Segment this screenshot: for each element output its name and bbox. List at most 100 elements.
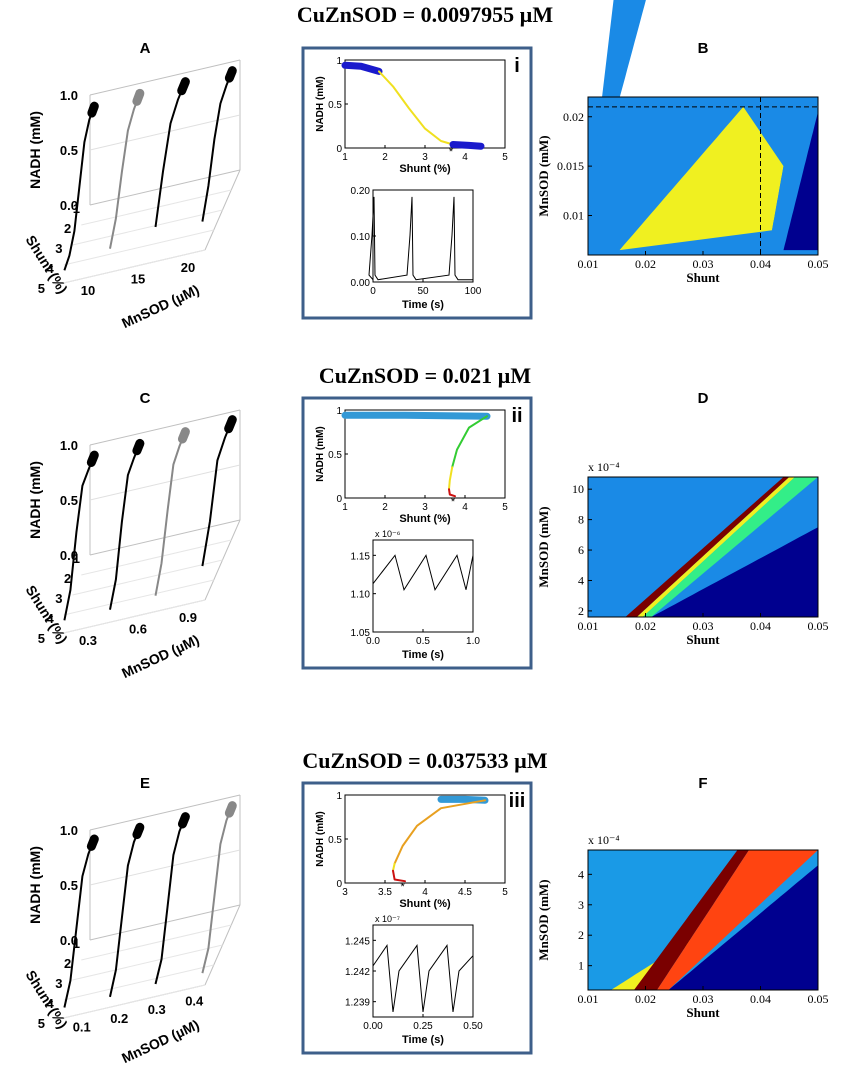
heatmap-region [588,850,738,990]
y-tick-label: 3 [578,898,584,912]
row-title: CuZnSOD = 0.037533 µM [302,748,547,773]
panel-letter: F [698,775,707,792]
y-tick-label: 4 [578,573,584,587]
y-tick-label: 0 [336,879,342,890]
x-axis-label: Time (s) [402,299,444,311]
y-tick-label: 10 [81,283,95,298]
grid-line [89,114,241,151]
grid-line [54,984,206,1021]
grid-line [54,249,206,286]
x-axis-label: Shunt (%) [399,898,451,910]
panel-letter: B [698,40,709,57]
grid-line [72,559,223,596]
x-tick-label: 3.5 [378,887,392,898]
x-tick-label: 0.01 [578,619,599,633]
nadh-curve [154,81,187,228]
bifurcation-axes [344,59,506,149]
z-tick-label: 0.5 [60,878,78,893]
x-tick-label: 0.03 [693,992,714,1006]
stable-branch [224,801,237,818]
row-title: CuZnSOD = 0.021 µM [319,363,531,388]
x-tick-label: 5 [38,1016,45,1031]
y-axis-label: MnSOD (mM) [536,506,551,587]
x-tick-label: 0.02 [635,619,656,633]
x-tick-label: 0.02 [635,992,656,1006]
bifurcation-branch [451,415,488,469]
heatmap-region [772,97,818,251]
y-tick-label: 0.02 [563,110,584,124]
timeseries-trace [372,943,474,1012]
x-tick-label: 0.05 [808,992,829,1006]
y-axis-label: NADH (mM) [315,426,326,482]
bifurcation-branch [341,411,491,420]
y-tick-label: 2 [578,604,584,618]
x-tick-label: 2 [64,571,71,586]
y-tick-label: 4 [578,867,584,881]
x-tick-label: 0.04 [750,992,771,1006]
x-tick-label: 0.01 [578,992,599,1006]
x-axis-label: Time (s) [402,649,444,661]
grid-line [63,579,214,616]
y-axis-label: MnSOD (µM) [119,281,201,331]
x-tick-label: 1 [342,152,348,163]
y-tick-label: 1.05 [351,628,371,639]
heatmap-region [668,865,818,990]
z-tick-label: 0.5 [60,143,78,158]
stable-branch [224,415,237,434]
heatmap-region [619,106,784,251]
stable-branch [177,427,190,444]
x-axis-label: Time (s) [402,1034,444,1046]
x-tick-label: 4 [422,887,428,898]
bifurcation-branch [448,466,454,491]
bifurcation-branch [341,61,383,75]
x-tick-label: 2 [382,152,388,163]
heatmap-region [636,477,795,617]
x-tick-label: 50 [417,286,429,297]
x-tick-label: 0.01 [578,257,599,271]
x-tick-label: 0.25 [413,1021,433,1032]
nadh-curve [109,443,141,610]
grid-edge [89,59,241,96]
x-tick-label: 3 [422,152,428,163]
x-tick-label: 5 [502,152,508,163]
z-tick-label: 1.0 [60,438,78,453]
y-tick-label: 0.5 [328,450,342,461]
nadh-curve [109,826,141,998]
x-axis-label: Shunt (%) [23,582,71,646]
x-tick-label: 4 [462,152,468,163]
stable-branch [132,88,145,106]
panel-letter: C [140,390,151,407]
z-tick-label: 1.0 [60,823,78,838]
bifurcation-branch [378,70,454,146]
x-tick-label: 5 [38,281,45,296]
y-tick-label: 0.01 [563,209,584,223]
timeseries-axes [372,924,474,1018]
grid-line [63,964,214,1001]
x-tick-label: 1 [73,936,80,951]
x-tick-label: 1 [73,551,80,566]
heatmap-region [642,477,818,617]
z-tick-label: 1.0 [60,88,78,103]
x-tick-label: 5 [38,631,45,646]
grid-line [81,924,232,961]
timeseries-axes [372,539,474,633]
y-tick-label: 0.20 [351,186,371,197]
y-tick-label: 0.9 [179,610,197,625]
bifurcation-branch [437,795,489,804]
x-tick-label: 3 [422,502,428,513]
panel-D: D 0.01 0.02 0.03 0.04 0.05 2 4 6 8 10 Shunt MnSOD (m… [536,390,829,647]
z-tick-label: 0.0 [60,198,78,213]
y-tick-label: 1.245 [345,936,370,947]
row-title: CuZnSOD = 0.0097955 µM [297,2,553,27]
x-axis-label: Shunt [686,632,720,647]
y-tick-label: 1.239 [345,998,370,1009]
x-tick-label: 0.04 [750,257,771,271]
grid-line [72,944,223,981]
y-tick-label: 6 [578,543,584,557]
x-tick-label: 0.00 [363,1021,383,1032]
grid-edge [89,409,241,446]
x-tick-label: 0.03 [693,619,714,633]
x-tick-label: 0.05 [808,619,829,633]
